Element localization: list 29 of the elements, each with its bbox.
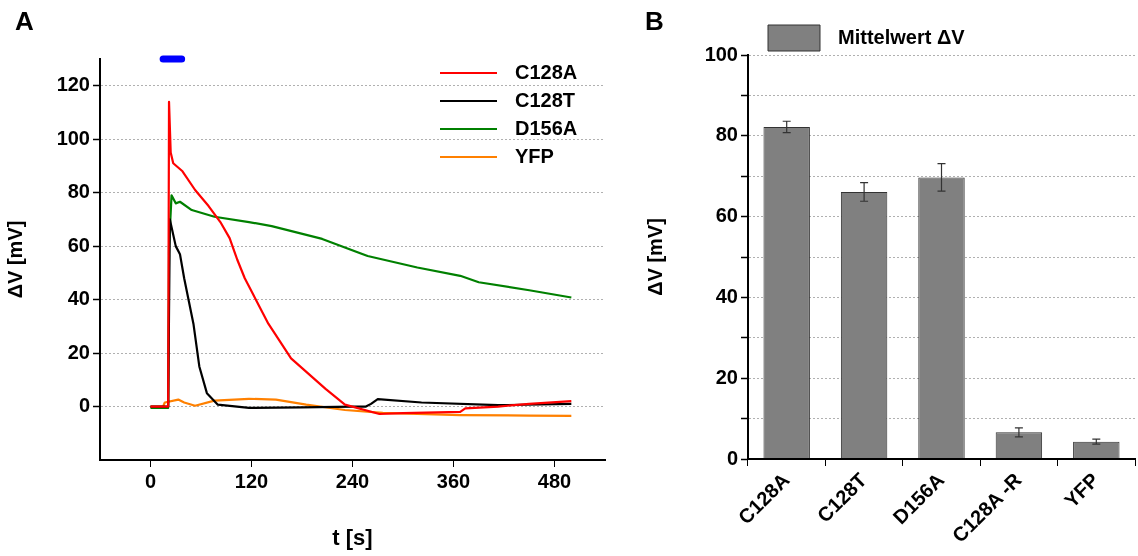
y-tick-label: 60 bbox=[715, 204, 738, 227]
y-tick-label: 80 bbox=[715, 123, 738, 146]
legend-label: Mittelwert ΔV bbox=[838, 25, 966, 48]
y-tick-label: 100 bbox=[704, 42, 738, 65]
chart-title: B bbox=[645, 6, 664, 37]
y-tick-label: 100 bbox=[56, 126, 90, 149]
x-tick-label: YFP bbox=[1059, 468, 1104, 512]
y-tick-label: 120 bbox=[56, 73, 90, 96]
y-tick-label: 0 bbox=[726, 446, 738, 469]
y-tick-label: 40 bbox=[715, 284, 738, 307]
y-tick-label: 0 bbox=[78, 394, 90, 417]
y-tick-label: 20 bbox=[67, 340, 90, 363]
y-axis-title: ΔV [mV] bbox=[643, 218, 666, 296]
legend-label: YFP bbox=[515, 144, 554, 167]
legend-label: C128A bbox=[515, 60, 578, 83]
x-tick-label: 480 bbox=[537, 469, 572, 492]
y-tick-label: 20 bbox=[715, 365, 738, 388]
legend-label: C128T bbox=[515, 88, 576, 111]
y-axis-title: ΔV [mV] bbox=[3, 220, 26, 299]
x-tick-label: 120 bbox=[234, 469, 269, 492]
x-tick-label: 0 bbox=[144, 469, 157, 492]
y-tick-label: 80 bbox=[67, 180, 90, 203]
y-tick-label: 60 bbox=[67, 233, 90, 256]
chart-title: A bbox=[15, 6, 34, 37]
y-tick-label: 40 bbox=[67, 287, 90, 310]
legend-label: D156A bbox=[515, 116, 578, 139]
x-axis-title: t [s] bbox=[332, 524, 373, 550]
x-tick-label: 240 bbox=[335, 469, 370, 492]
x-tick-label: 360 bbox=[436, 469, 471, 492]
